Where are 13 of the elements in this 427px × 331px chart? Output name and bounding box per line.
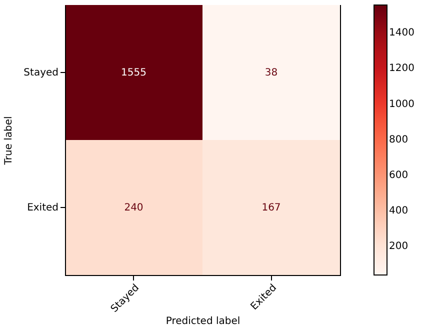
color-bar-label: 1000 [389, 98, 414, 110]
color-bar-label: 1200 [389, 63, 414, 74]
color-bar-label: 1400 [389, 28, 414, 39]
data-label: 1555 [121, 68, 146, 78]
data-label: 38 [264, 68, 278, 78]
x-axis-title: Predicted label [166, 316, 240, 328]
color-bar-label: 400 [389, 206, 408, 217]
data-label: 167 [262, 202, 281, 214]
color-bar-label: 200 [389, 241, 408, 252]
y-axis-title: True label [4, 116, 15, 166]
color-bar-label: 800 [389, 134, 408, 146]
color-bar-label: 600 [389, 170, 408, 181]
data-label: 240 [124, 202, 144, 214]
